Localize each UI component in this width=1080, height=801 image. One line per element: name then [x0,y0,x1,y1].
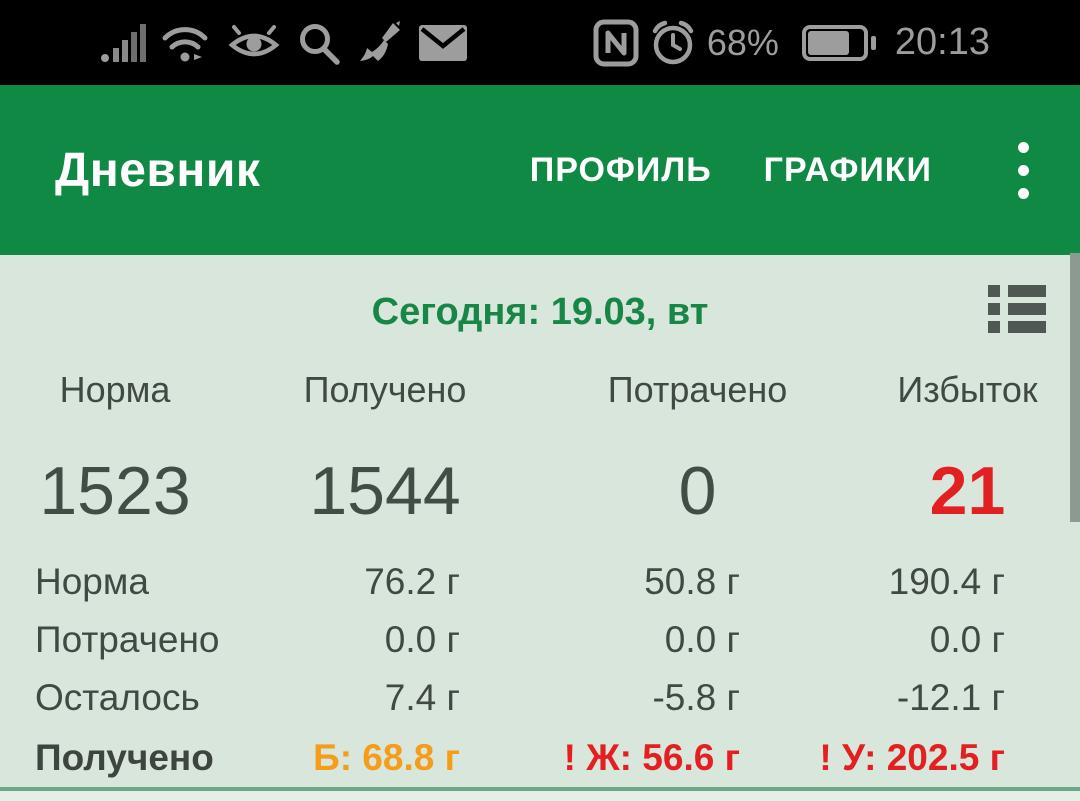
alarm-icon [652,20,694,64]
overflow-menu-icon[interactable] [1012,136,1035,205]
status-bar-right: 68% 20:13 [593,19,990,67]
date-row: Сегодня: 19.03, вт [0,255,1080,341]
received-carbs: ! У: 202.5 г [819,737,1005,778]
value-spent: 0 [678,453,717,529]
search-icon [300,23,340,65]
status-bar: 68% 20:13 [0,0,1080,85]
app-bar-actions: ПРОФИЛЬ ГРАФИКИ [530,136,1035,205]
date-selector[interactable]: Сегодня: 19.03, вт [371,291,709,333]
row-label: Осталось [35,677,200,718]
value-norm: 1523 [39,453,191,529]
battery-icon [801,24,876,61]
mail-icon [419,24,467,61]
cell-value: 0.0 г [384,619,460,660]
received-macros-row: Получено Б: 68.8 г ! Ж: 56.6 г ! У: 202.… [0,729,1080,787]
signal-strength-icon [101,23,146,62]
col-header-spent: Потрачено [607,369,788,410]
cell-value: -5.8 г [652,677,740,718]
status-bar-left-icons [100,20,468,65]
tab-charts[interactable]: ГРАФИКИ [763,150,932,189]
col-header-received: Получено [303,369,467,410]
row-label: Потрачено [35,619,220,660]
received-row-label: Получено [35,737,214,778]
battery-percent: 68% [706,21,779,63]
calories-header-row: Норма Получено Потрачено Избыток [0,365,1080,415]
value-excess: 21 [929,453,1006,529]
clock-time: 20:13 [894,21,990,63]
cell-value: 76.2 г [364,561,460,602]
nutrients-table: Норма 76.2 г 50.8 г 190.4 г Потрачено 0.… [0,553,1080,727]
cell-value: 190.4 г [888,561,1005,602]
next-section-edge [0,791,1080,801]
calories-value-row: 1523 1544 0 21 [0,439,1080,537]
nfc-icon [593,19,639,66]
page-title: Дневник [55,143,261,197]
cell-value: 0.0 г [664,619,740,660]
diary-content: Сегодня: 19.03, вт Норма Получено Потрач… [0,255,1080,801]
value-received: 1544 [309,453,461,529]
list-view-icon[interactable] [986,281,1048,337]
bottom-area [0,787,1080,801]
app-bar: Дневник ПРОФИЛЬ ГРАФИКИ [0,85,1080,255]
col-header-excess: Избыток [897,369,1038,410]
received-fat: ! Ж: 56.6 г [563,737,740,778]
cell-value: 50.8 г [644,561,740,602]
eye-comfort-icon [228,24,280,56]
tab-profile[interactable]: ПРОФИЛЬ [529,150,712,189]
scrollbar[interactable] [1070,253,1080,522]
cleaner-icon [360,20,400,61]
cell-value: -12.1 г [896,677,1005,718]
cell-value: 7.4 г [384,677,460,718]
cell-value: 0.0 г [929,619,1005,660]
received-protein: Б: 68.8 г [313,737,460,778]
row-label: Норма [35,561,149,602]
col-header-norm: Норма [59,369,171,410]
wifi-icon [162,26,208,61]
